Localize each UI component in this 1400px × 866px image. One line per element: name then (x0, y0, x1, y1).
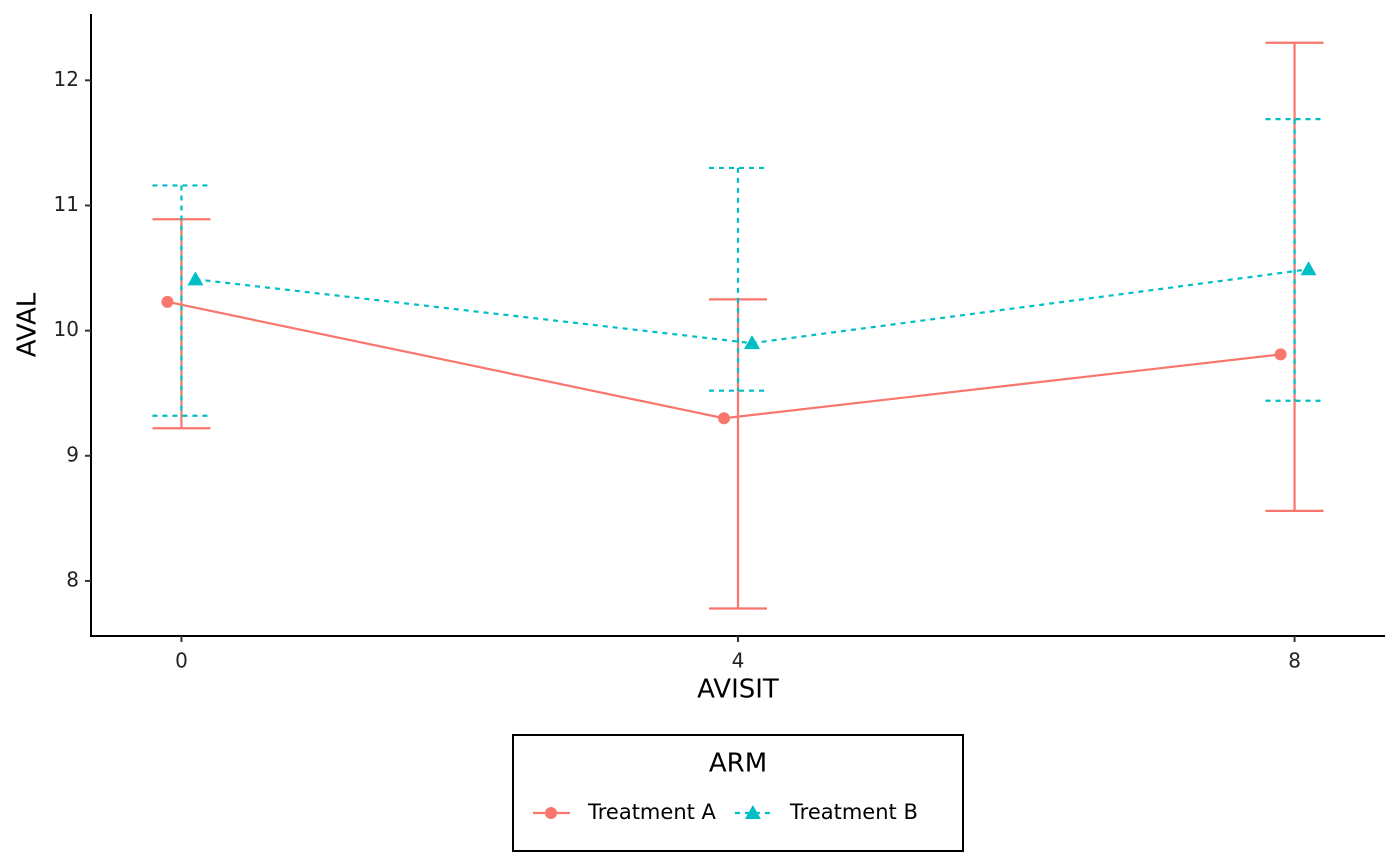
legend-label: Treatment B (789, 800, 918, 824)
x-axis-title: AVISIT (697, 675, 779, 705)
point (1300, 261, 1317, 276)
point (187, 271, 204, 286)
error-bar (1265, 41, 1324, 512)
legend-title: ARM (709, 749, 767, 779)
point (744, 335, 760, 350)
y-axis-title: AVAL (13, 292, 43, 357)
x-tick-label: 4 (732, 649, 745, 673)
x-tick-label: 8 (1288, 649, 1301, 673)
legend-marker (545, 807, 557, 819)
y-tick-label: 11 (54, 192, 79, 216)
error-bar (709, 166, 767, 392)
error-bar (1265, 118, 1324, 402)
point (1274, 348, 1287, 361)
point (161, 295, 174, 308)
y-tick-label: 10 (54, 317, 79, 341)
y-tick-label: 12 (54, 67, 79, 91)
legend-label: Treatment A (587, 800, 717, 824)
point (718, 412, 730, 425)
error-bar (709, 298, 767, 610)
legend-box (512, 734, 964, 852)
series-line (195, 268, 1309, 345)
error-bar (152, 184, 211, 417)
x-tick-label: 0 (175, 649, 188, 673)
y-tick-label: 8 (66, 567, 79, 591)
y-tick-label: 9 (66, 442, 79, 466)
series-line (167, 300, 1281, 420)
legend-marker (744, 805, 761, 819)
